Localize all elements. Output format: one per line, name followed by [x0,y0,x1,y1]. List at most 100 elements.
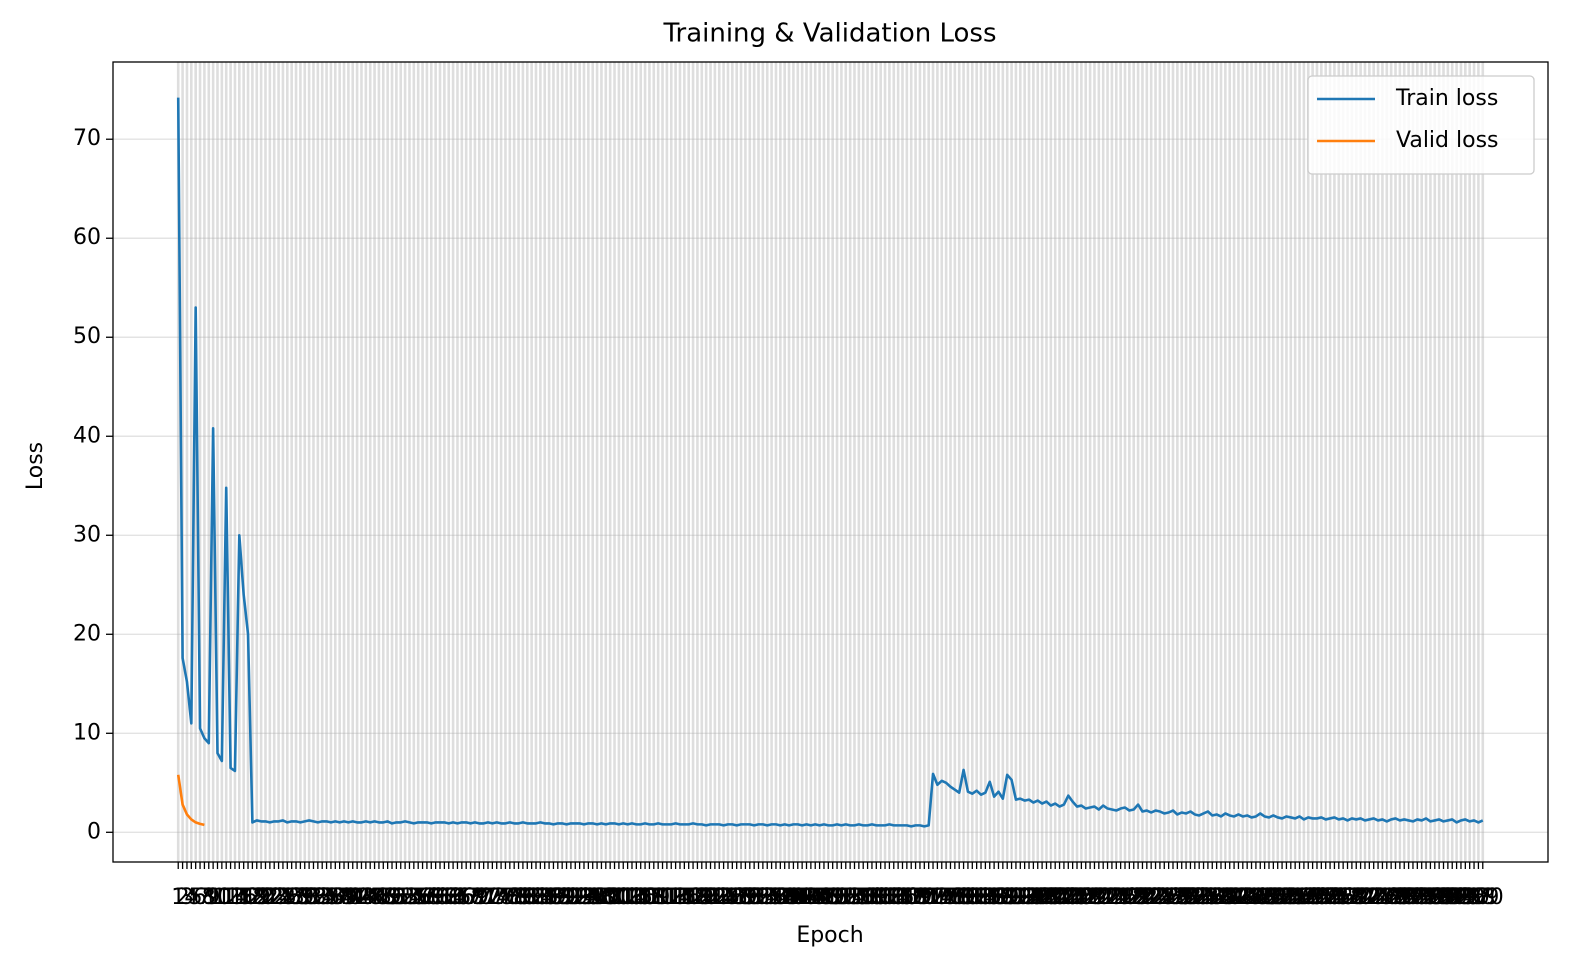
x-tick-label: 36 [317,885,345,910]
x-tick-label: 95 [574,885,602,910]
x-tick-label: 4 [184,885,198,910]
x-tick-label: 156 [833,885,875,910]
x-tick-label: 232 [1165,885,1207,910]
x-tick-label: 69 [461,885,489,910]
x-tick-label: 123 [690,885,732,910]
x-tick-label: 150 [807,885,849,910]
x-tick-label: 204 [1043,885,1085,910]
x-tick-label: 56 [404,885,432,910]
x-tick-label: 174 [912,885,954,910]
x-tick-label: 278 [1366,885,1408,910]
y-tick-label: 50 [73,324,101,349]
legend-box [1307,75,1535,175]
x-tick-label: 173 [908,885,950,910]
x-tick-label: 163 [864,885,906,910]
x-tick-label: 275 [1353,885,1395,910]
x-tick-label: 205 [1047,885,1089,910]
x-tick-label: 207 [1056,885,1098,910]
x-tick-label: 225 [1135,885,1177,910]
x-tick-label: 214 [1087,885,1129,910]
x-tick-label: 118 [668,885,710,910]
x-tick-label: 185 [960,885,1002,910]
x-tick-label: 3 [180,885,194,910]
x-tick-label: 90 [553,885,581,910]
x-tick-label: 215 [1091,885,1133,910]
x-tick-label: 184 [956,885,998,910]
x-tick-label: 86 [535,885,563,910]
x-tick-label: 283 [1388,885,1430,910]
x-tick-label: 101 [594,885,636,910]
x-tick-label: 12 [212,885,240,910]
x-tick-label: 235 [1178,885,1220,910]
x-tick-label: 234 [1174,885,1216,910]
x-tick-label: 226 [1139,885,1181,910]
x-tick-label: 270 [1331,885,1373,910]
x-tick-label: 64 [439,885,467,910]
x-tick-label: 181 [943,885,985,910]
x-tick-label: 221 [1117,885,1159,910]
x-tick-label: 265 [1309,885,1351,910]
x-tick-label: 8 [202,885,216,910]
x-tick-label: 294 [1436,885,1478,910]
x-tick-label: 188 [973,885,1015,910]
x-tick-label: 284 [1392,885,1434,910]
x-tick-label: 254 [1261,885,1303,910]
x-tick-label: 247 [1231,885,1273,910]
x-tick-label: 55 [400,885,428,910]
series-line [176,774,205,827]
y-tick-label: 70 [73,126,101,151]
x-tick-label: 183 [951,885,993,910]
x-tick-label: 83 [522,885,550,910]
x-tick-label: 266 [1313,885,1355,910]
x-tick-label: 97 [583,885,611,910]
x-tick-label: 296 [1444,885,1486,910]
x-tick-label: 133 [733,885,775,910]
x-tick-label: 78 [500,885,528,910]
x-tick-label: 104 [607,885,649,910]
x-tick-label: 171 [899,885,941,910]
x-tick-label: 172 [903,885,945,910]
x-tick-label: 13 [217,885,245,910]
x-tick-label: 212 [1078,885,1120,910]
x-tick-label: 175 [916,885,958,910]
x-tick-label: 77 [496,885,524,910]
x-tick-label: 182 [947,885,989,910]
x-tick-label: 94 [570,885,598,910]
x-tick-label: 127 [707,885,749,910]
x-tick-label: 148 [799,885,841,910]
x-tick-label: 161 [855,885,897,910]
x-tick-label: 80 [509,885,537,910]
x-tick-label: 66 [448,885,476,910]
x-tick-label: 231 [1161,885,1203,910]
x-tick-label: 180 [938,885,980,910]
x-tick-label: 29 [286,885,314,910]
y-axis-label: Loss [23,442,48,490]
x-tick-label: 59 [417,885,445,910]
x-tick-label: 203 [1039,885,1081,910]
x-tick-label: 81 [513,885,541,910]
x-tick-label: 220 [1113,885,1155,910]
x-tick-label: 27 [278,885,306,910]
x-tick-label: 32 [299,885,327,910]
x-tick-label: 57 [409,885,437,910]
x-tick-label: 117 [663,885,705,910]
x-tick-label: 256 [1270,885,1312,910]
x-tick-label: 135 [742,885,784,910]
x-tick-label: 258 [1279,885,1321,910]
x-tick-label: 230 [1156,885,1198,910]
legend: Train loss Valid loss [1307,75,1535,175]
x-tick-label: 34 [308,885,336,910]
x-tick-label: 15 [225,885,253,910]
x-tick-label: 298 [1453,885,1495,910]
x-tick-label: 269 [1327,885,1369,910]
x-tick-label: 262 [1296,885,1338,910]
x-tick-label: 271 [1335,885,1377,910]
x-tick-label: 299 [1457,885,1499,910]
x-tick-label: 60 [422,885,450,910]
x-tick-label: 189 [977,885,1019,910]
x-tick-label: 239 [1196,885,1238,910]
x-tick-label: 224 [1130,885,1172,910]
x-tick-label: 179 [934,885,976,910]
x-tick-label: 63 [435,885,463,910]
